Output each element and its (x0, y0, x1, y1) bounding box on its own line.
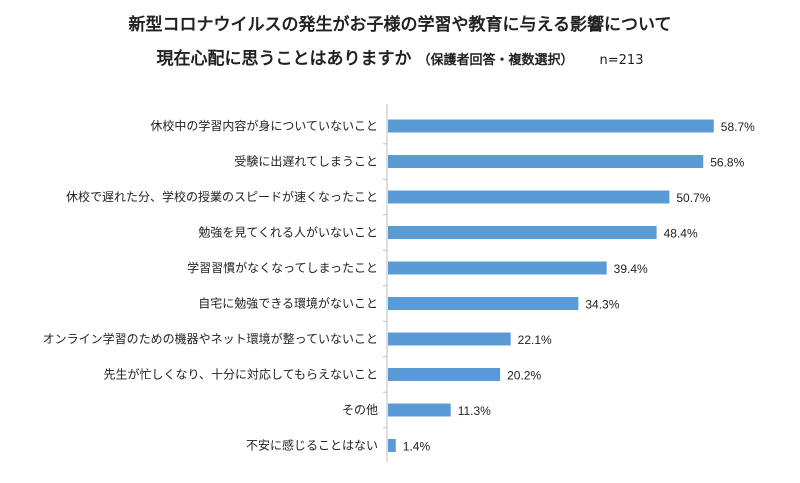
bar (388, 261, 607, 275)
bar (388, 119, 714, 133)
data-label: 48.4% (664, 227, 698, 241)
data-label: 11.3% (458, 404, 491, 418)
sample-size: n=213 (599, 53, 644, 68)
category-label: 先生が忙しくなり、十分に対応してもらえないこと (103, 367, 378, 382)
category-label: 勉強を見てくれる人がいないこと (198, 225, 378, 240)
data-label: 22.1% (518, 333, 552, 347)
data-label: 1.4% (403, 440, 431, 454)
bar (388, 368, 501, 381)
bar (388, 332, 511, 346)
chart-subtitle-note: （保護者回答・複数選択） (417, 53, 574, 68)
bar (388, 403, 451, 417)
category-label: 休校中の学習内容が身についていないこと (150, 118, 378, 133)
category-label: 自宅に勉強できる環境がないこと (198, 296, 378, 311)
data-label: 39.4% (614, 262, 648, 276)
bar (388, 155, 704, 168)
data-label: 20.2% (507, 369, 541, 383)
category-label: 学習習慣がなくなってしまったこと (187, 260, 378, 275)
bar (388, 297, 579, 310)
bar (388, 226, 657, 239)
chart-title: 新型コロナウイルスの発生がお子様の学習や教育に与える影響について (128, 15, 672, 35)
bar (388, 190, 670, 204)
chart-subtitle: 現在心配に思うことはありますか (156, 49, 412, 69)
category-label: オンライン学習のための機器やネット環境が整っていないこと (43, 331, 378, 346)
data-label: 34.3% (585, 298, 619, 312)
category-label: 不安に感じることはない (246, 438, 378, 453)
data-label: 50.7% (676, 191, 710, 205)
data-label: 56.8% (710, 156, 744, 170)
category-label: 休校で遅れた分、学校の授業のスピードが速くなったこと (66, 189, 378, 204)
data-label: 58.7% (721, 120, 755, 134)
bar (388, 439, 396, 452)
chart-subtitle-line: 現在心配に思うことはありますか （保護者回答・複数選択） n=213 (0, 44, 800, 69)
category-label: 受験に出遅れてしまうこと (234, 154, 378, 169)
category-label: その他 (342, 403, 378, 417)
